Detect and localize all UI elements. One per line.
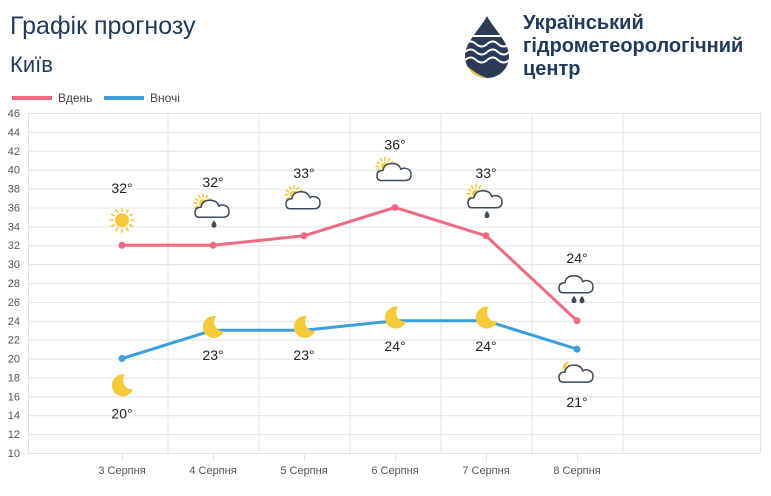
data-point-day [391,203,399,211]
legend-label-day: Вдень [58,91,93,105]
x-tick-label: 4 Серпня [189,465,236,477]
y-tick-label: 36 [8,202,20,214]
y-tick-label: 28 [8,278,20,290]
night-temp-label: 24° [475,338,496,354]
legend-swatch-night [104,96,144,100]
y-tick-label: 10 [8,448,20,460]
y-tick-label: 44 [8,127,20,139]
moon-cloud-icon [558,361,594,383]
y-tick-label: 34 [8,221,20,233]
data-point-day [300,232,308,240]
series-line-night [121,319,578,360]
data-point-night [118,355,126,363]
sun-cloud-rain-icon [466,183,503,219]
cloud-rain-icon [558,275,594,304]
moon-icon [293,316,315,339]
y-tick-label: 38 [8,184,20,196]
day-temp-label: 33° [293,165,314,181]
day-temp-label: 32° [111,180,132,196]
y-tick-label: 22 [8,335,20,347]
day-temp-label: 33° [475,165,496,181]
night-temp-label: 23° [293,347,314,363]
y-tick-label: 32 [8,240,20,252]
night-temp-label: 21° [566,394,587,410]
sun-icon [109,207,135,234]
x-tick-label: 8 Серпня [553,465,600,477]
moon-icon [202,316,224,339]
x-tick-label: 6 Серпня [371,465,418,477]
sun-cloud-icon [284,184,321,210]
y-tick-label: 46 [8,108,20,120]
y-tick-label: 16 [8,391,20,403]
y-tick-label: 30 [8,259,20,271]
x-tick-label: 5 Серпня [280,465,327,477]
y-tick-label: 14 [8,410,20,422]
x-tick-label: 3 Серпня [98,465,145,477]
y-tick-label: 20 [8,354,20,366]
series-line-day [122,205,579,322]
y-tick-label: 12 [8,429,20,441]
y-tick-label: 40 [8,165,20,177]
sun-cloud-rain-icon [193,193,230,228]
y-tick-label: 18 [8,372,20,384]
hydromet-logo-icon [465,16,509,78]
y-tick-label: 26 [8,297,20,309]
day-temp-label: 24° [566,250,587,266]
data-point-day [209,241,217,249]
city-name: Київ [10,52,53,77]
legend-swatch-day [12,96,52,100]
org-line-2: гідрометеорологічний [523,35,744,57]
org-line-1: Український [523,12,644,34]
chart-title: Графік прогнозу [10,12,196,40]
data-point-night [573,345,581,353]
day-temp-label: 36° [384,136,405,152]
moon-icon [384,306,406,329]
legend-label-night: Вночі [150,91,180,105]
moon-icon [111,374,133,397]
day-temp-label: 32° [202,174,223,190]
data-point-day [482,232,490,240]
y-tick-label: 42 [8,146,20,158]
y-tick-label: 24 [8,316,20,328]
data-point-day [573,317,581,325]
data-point-day [118,241,126,249]
sun-cloud-icon [375,156,412,182]
organization-name: Український гідрометеорологічний центр [523,12,743,81]
night-temp-label: 24° [384,338,405,354]
moon-icon [475,306,497,329]
x-tick-label: 7 Серпня [462,465,509,477]
org-line-3: центр [523,58,581,80]
night-temp-label: 20° [111,406,132,422]
night-temp-label: 23° [202,347,223,363]
